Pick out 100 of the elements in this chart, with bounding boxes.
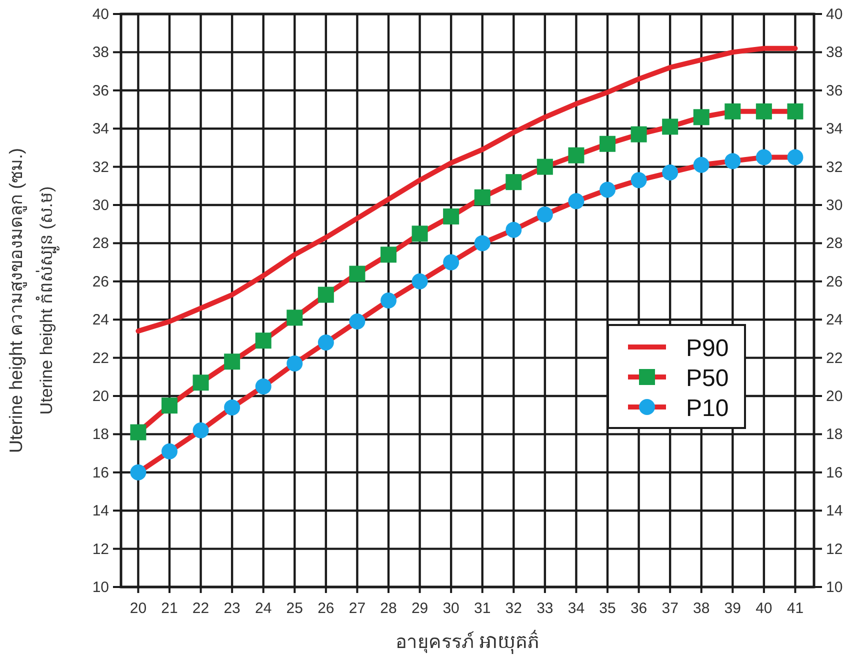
point [255,332,272,349]
point [192,374,209,391]
x-tick-label: 32 [505,600,522,617]
x-tick-label: 24 [255,600,272,617]
y-tick-label: 10 [92,579,109,596]
x-tick-label: 31 [474,600,491,617]
legend-label: P50 [686,365,729,392]
point [286,310,303,326]
x-tick-label: 26 [318,600,334,617]
point [255,378,272,394]
x-tick-label: 21 [161,600,178,617]
point [787,149,804,166]
y2-tick-label: 40 [826,6,843,23]
x-tick-label: 33 [536,600,554,617]
point [756,103,772,120]
point [693,156,710,173]
y-tick-label: 36 [92,82,109,100]
point [318,334,334,351]
x-tick-label: 35 [599,600,616,617]
point [130,464,146,480]
x-tick-label: 37 [662,600,678,617]
point [536,206,553,223]
legend-label: P10 [686,395,729,422]
y-tick-label: 14 [92,502,109,520]
point [192,422,209,438]
y-tick-label: 34 [92,120,109,138]
y2-tick-label: 30 [826,197,843,214]
y-tick-label: 32 [92,158,109,176]
point [161,443,178,460]
point [224,399,240,416]
y-tick-label: 24 [92,312,109,329]
x-tick-label: 28 [380,600,397,617]
y-tick-label: 28 [92,235,109,252]
point [536,158,553,175]
point [724,153,741,170]
y-tick-label: 30 [92,197,109,214]
point [224,354,240,370]
point [506,174,522,190]
x-tick-label: 27 [348,600,366,617]
x-tick-label: 29 [411,600,428,617]
y2-tick-label: 36 [826,82,843,100]
point [630,172,647,188]
point [443,208,460,224]
x-tick-label: 36 [630,600,648,617]
y2-tick-label: 18 [826,426,843,444]
y-tick-label: 12 [92,540,109,558]
legend-label: P90 [686,335,729,362]
point [412,273,428,290]
x-tick-label: 38 [693,600,710,617]
point [474,235,490,252]
y-tick-label: 26 [92,273,109,290]
point [600,182,616,198]
x-tick-label: 30 [442,600,460,617]
y2-tick-label: 26 [826,273,843,290]
point [693,109,710,126]
y2-tick-label: 24 [826,312,843,329]
y2-tick-label: 12 [826,540,843,558]
point [787,103,804,120]
point [380,292,396,308]
y2-tick-label: 38 [826,44,843,62]
x-tick-label: 40 [756,600,772,617]
point [756,149,772,166]
x-tick-label: 25 [286,600,303,617]
point [600,136,616,152]
y-tick-label: 16 [92,464,109,482]
y2-tick-label: 34 [826,120,843,138]
point [412,226,428,242]
point [662,164,678,181]
point [506,222,522,238]
point [349,314,366,330]
x-tick-label: 39 [724,600,741,617]
point [130,424,146,440]
point [568,147,584,164]
y-tick-label: 20 [92,388,109,405]
y2-tick-label: 22 [826,350,843,367]
y-tick-label: 40 [92,6,109,23]
x-tick-label: 41 [786,600,804,617]
y2-tick-label: 28 [826,235,843,252]
point [662,118,678,135]
y-tick-label: 22 [92,350,109,367]
x-tick-label: 22 [192,600,210,617]
point [630,126,647,142]
y-axis-title: Uterine height ความสูงของมดลูก (ซม.) Uterine height កំពស់ស្បូន (ស.ម) [6,148,60,454]
point [724,103,741,120]
y-tick-label: 18 [92,426,109,444]
x-tick-label: 20 [130,600,147,617]
x-tick-label: 23 [224,600,240,617]
y2-tick-label: 14 [826,502,843,520]
point [568,193,584,210]
y2-tick-label: 16 [826,464,843,482]
y2-tick-label: 10 [826,579,843,596]
point [318,286,334,303]
point [349,266,366,282]
x-axis-title: อายุครรภ์ អាយុគភ៌ [395,629,540,655]
y-tick-label: 38 [92,44,109,62]
point [286,356,303,372]
point [161,398,178,414]
point [380,246,396,263]
x-tick-label: 34 [568,600,585,617]
point [443,254,460,270]
